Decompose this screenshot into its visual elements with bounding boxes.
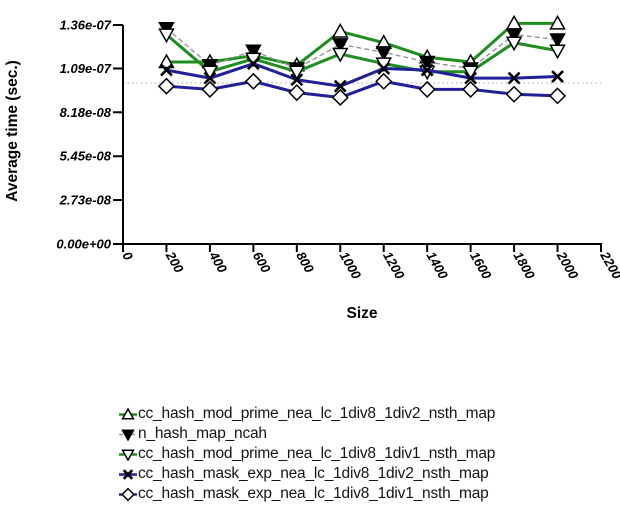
triangle-up-marker [331,22,349,38]
diamond-marker [288,84,306,102]
x-tick-label: 1400 [424,249,452,282]
diamond-marker-icon [119,487,137,501]
diamond-marker [201,80,219,98]
y-axis-title: Average time (sec.) [4,60,21,202]
x-tick-label: 1200 [380,249,408,282]
y-tick-label: 0.00e+00 [56,237,111,252]
x-tick-label: 2000 [553,248,581,282]
diamond-marker [331,88,349,107]
series-line [166,21,558,67]
x-marker [420,63,434,77]
filled-triangle-down-marker [375,46,393,61]
x-marker [507,71,521,85]
x-tick-label: 800 [293,249,317,276]
x-marker [203,71,217,85]
series-line [165,33,558,74]
x-marker [333,79,347,93]
triangle-down-marker [201,65,219,81]
triangle-up-marker [158,53,175,69]
triangle-down-marker [462,65,479,81]
filled-triangle-down-marker-icon [119,428,137,441]
filled-triangle-down-marker [505,28,523,44]
y-tick-label: 1.36e-07 [60,18,112,33]
series-line [166,79,558,99]
y-tick-label: 8.18e-08 [60,105,112,120]
triangle-down-marker [121,448,135,461]
x-tick-label: 1600 [467,249,495,282]
diamond-marker [157,77,176,95]
series-line [166,62,558,88]
diamond-marker [548,87,567,105]
x-marker [290,73,304,87]
y-tick-label: 2.73e-08 [59,193,112,208]
x-tick-label: 200 [162,248,187,276]
triangle-up-marker-icon [119,407,137,420]
y-tick-label: 1.09e-07 [60,61,112,76]
x-marker [551,70,564,83]
x-tick-label: 2200 [597,248,620,282]
legend-label: cc_hash_mod_prime_nea_lc_1div8_1div2_nst… [138,405,496,422]
triangle-down-marker [158,28,175,44]
triangle-up-marker [121,407,135,420]
chart-plot-area: 1.36e-07 1.09e-07 8.18e-08 5.45e-08 2.73e-08… [4,14,620,322]
filled-triangle-down-marker [245,44,262,60]
diamond-marker [462,80,480,98]
x-marker [246,57,260,71]
diamond-marker [418,80,436,98]
legend-item: cc_hash_mask_exp_nea_lc_1div8_1div1_nsth… [119,484,495,504]
x-marker [377,62,391,75]
diamond-marker [375,72,393,90]
legend-item: cc_hash_mod_prime_nea_lc_1div8_1div1_nst… [119,444,495,464]
x-tick-label: 400 [206,248,231,276]
filled-triangle-down-marker [331,38,349,53]
filled-triangle-down-marker [549,33,566,49]
legend-label: n_hash_map_ncah [138,425,267,442]
y-tick-label: 5.45e-08 [60,149,112,164]
x-tick-label: 600 [250,249,274,276]
legend-label: cc_hash_mask_exp_nea_lc_1div8_1div2_nsth… [138,465,489,482]
x-marker-icon [119,468,137,480]
triangle-down-marker [549,44,566,60]
triangle-down-marker [505,36,523,52]
legend-item: cc_hash_mod_prime_nea_lc_1div8_1div2_nst… [119,404,495,424]
diamond-marker [244,72,262,90]
triangle-down-marker [288,65,306,81]
x-marker [122,468,134,480]
legend-item: n_hash_map_ncah [119,424,495,444]
legend-label: cc_hash_mask_exp_nea_lc_1div8_1div1_nsth… [138,485,489,502]
x-tick-label: 1800 [510,249,538,282]
triangle-down-marker-icon [119,448,137,461]
legend-label: cc_hash_mod_prime_nea_lc_1div8_1div1_nst… [138,445,496,462]
diamond-marker [121,487,135,501]
triangle-up-marker [549,14,566,30]
triangle-down-marker [331,47,349,63]
x-axis-title: Size [346,305,377,322]
chart-legend: cc_hash_mod_prime_nea_lc_1div8_1div2_nst… [119,404,495,504]
legend-item: cc_hash_mask_exp_nea_lc_1div8_1div2_nsth… [119,464,495,484]
series-line [166,27,558,70]
diamond-marker [505,85,523,103]
filled-triangle-down-marker [121,428,135,441]
x-marker [464,71,478,85]
filled-triangle-down-marker [418,55,436,71]
x-tick-label: 1000 [337,249,365,282]
x-tick-label: 0 [119,249,136,263]
x-marker [160,63,173,77]
